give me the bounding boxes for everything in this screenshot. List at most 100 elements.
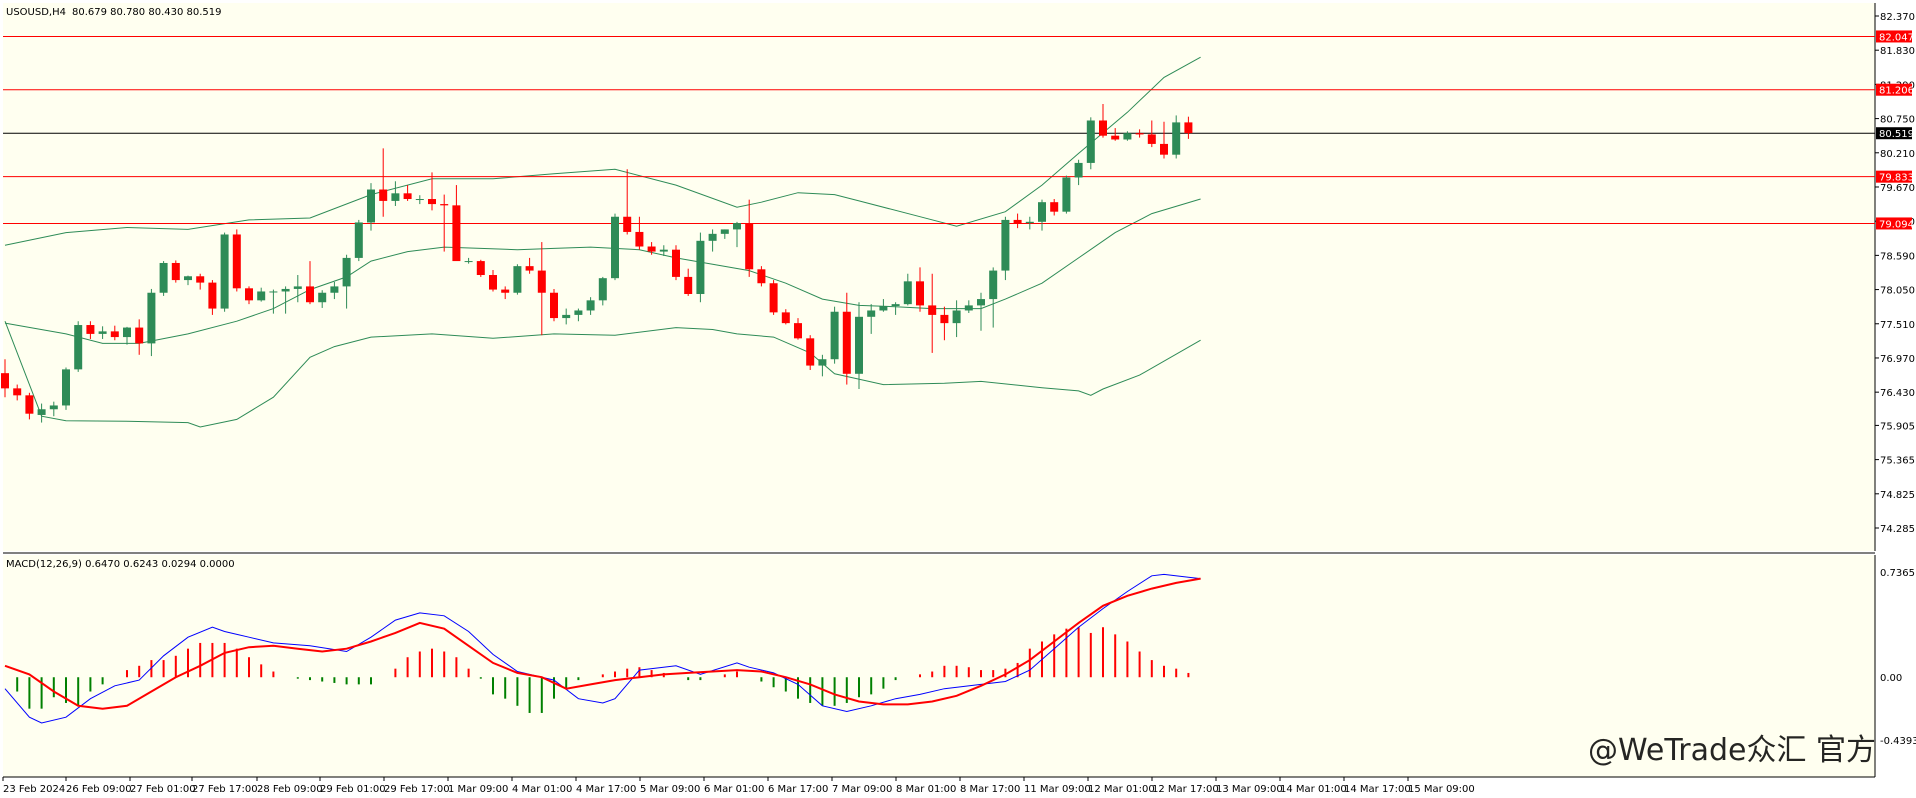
time-tick-label: 11 Mar 09:00 <box>1024 784 1091 795</box>
candle-body <box>513 266 522 293</box>
candle-body <box>403 193 412 200</box>
candle-body <box>476 261 485 276</box>
candle-body <box>1062 177 1071 212</box>
candle-body <box>281 288 290 292</box>
time-tick-label: 26 Feb 09:00 <box>66 784 132 795</box>
candle-body <box>916 281 924 306</box>
candle-body <box>1160 143 1168 155</box>
level-tag-label: 79.833 <box>1879 173 1914 184</box>
candle-body <box>903 281 912 305</box>
candle-body <box>586 300 595 311</box>
candle-body <box>98 331 107 334</box>
time-tick-label: 4 Mar 17:00 <box>576 784 636 795</box>
candle-body <box>367 189 375 223</box>
candle-body <box>306 286 314 303</box>
candle-body <box>794 323 802 339</box>
candle-body <box>1013 219 1022 224</box>
candle-body <box>171 262 180 281</box>
candle-body <box>13 388 22 396</box>
macd-lines <box>4 573 1201 724</box>
candle-body <box>1074 162 1083 178</box>
candle-body <box>708 233 717 241</box>
time-tick-label: 7 Mar 09:00 <box>832 784 892 795</box>
macd-histogram <box>16 627 1190 713</box>
candle-body <box>855 316 863 374</box>
time-tick-label: 23 Feb 2024 <box>3 784 65 795</box>
bollinger-lower <box>4 321 1201 428</box>
candle-body <box>696 240 705 295</box>
level-price-tags: 82.047 81.206 79.833 79.094 80.519 <box>1876 30 1914 230</box>
level-tag <box>1876 217 1912 230</box>
time-tick-label: 6 Mar 01:00 <box>704 784 764 795</box>
price-tick-label: 80.210 <box>1880 149 1915 160</box>
price-tick-label: 74.285 <box>1880 524 1915 535</box>
price-tick-label: 80.750 <box>1880 115 1915 126</box>
candle-body <box>842 311 851 374</box>
price-tick-label: 79.670 <box>1880 183 1915 194</box>
level-tag <box>1876 30 1912 43</box>
candle-body <box>391 193 400 201</box>
candle-body <box>598 278 607 301</box>
candle-body <box>1147 134 1156 144</box>
time-tick-label: 8 Mar 01:00 <box>896 784 956 795</box>
candle-body <box>781 312 790 324</box>
macd-tick-labels: 0.7365 0.00 -0.4393 <box>1880 568 1916 747</box>
candle-body <box>318 292 327 303</box>
candle-body <box>489 275 497 290</box>
price-tick-label: 75.905 <box>1880 421 1915 432</box>
candle-body <box>1123 133 1132 140</box>
level-tag-label: 81.206 <box>1879 86 1914 97</box>
price-tick-label: 77.510 <box>1880 320 1915 331</box>
candle-body <box>208 282 217 309</box>
candle-body <box>806 338 815 366</box>
candle-body <box>354 222 363 258</box>
macd-pane-background[interactable] <box>3 555 1875 777</box>
candle-body <box>501 289 510 293</box>
candle-body <box>562 314 571 319</box>
candle-body <box>1135 133 1144 135</box>
current-price-label: 80.519 <box>1879 129 1914 140</box>
candle-body <box>220 234 229 309</box>
candle-body <box>159 262 168 293</box>
candle-body <box>733 223 741 230</box>
candle-body <box>135 327 144 344</box>
price-pane-background[interactable] <box>3 3 1875 551</box>
candle-body <box>269 291 278 293</box>
candle-body <box>745 223 754 270</box>
candle-body <box>464 261 473 263</box>
candle-body <box>293 286 302 289</box>
candle-body <box>635 231 644 247</box>
price-tick-label: 76.430 <box>1880 388 1915 399</box>
time-tick-label: 27 Feb 17:00 <box>192 784 258 795</box>
candle-body <box>623 216 632 232</box>
price-tick-label: 76.970 <box>1880 354 1915 365</box>
bollinger-upper <box>4 56 1201 246</box>
candle-body <box>232 234 241 289</box>
time-tick-label: 27 Feb 01:00 <box>130 784 196 795</box>
candle-body <box>989 270 998 300</box>
candle-body <box>952 310 961 324</box>
candle-body <box>147 292 156 344</box>
candle-body <box>818 359 827 366</box>
ohlc-readout: 80.679 80.780 80.430 80.519 <box>72 7 222 18</box>
horizontal-levels[interactable] <box>3 35 1875 224</box>
candle-body <box>769 283 778 313</box>
candle-body <box>440 204 449 206</box>
time-tick-label: 8 Mar 17:00 <box>960 784 1020 795</box>
time-tick-label: 6 Mar 17:00 <box>768 784 828 795</box>
candle-body <box>245 288 253 301</box>
candle-body <box>62 369 70 406</box>
candle-body <box>647 246 656 252</box>
candle-body <box>86 325 95 334</box>
watermark: @WeTrade众汇 官方 <box>1588 733 1876 768</box>
candle-body <box>879 306 888 311</box>
candle-body <box>550 292 558 319</box>
level-tag <box>1876 170 1912 183</box>
time-tick-label: 12 Mar 01:00 <box>1088 784 1155 795</box>
candle-body <box>1172 122 1181 155</box>
time-tick-label: 29 Feb 01:00 <box>320 784 386 795</box>
candle-body <box>1050 202 1059 212</box>
candle-body <box>415 199 424 201</box>
macd-tick-label: 0.00 <box>1880 673 1902 684</box>
